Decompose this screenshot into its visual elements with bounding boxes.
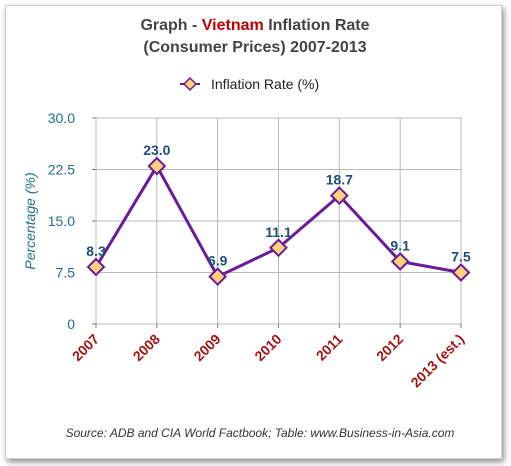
- data-label: 18.7: [326, 172, 353, 188]
- data-point: [86, 257, 106, 277]
- legend: Inflation Rate (%): [180, 76, 319, 92]
- data-label: 8.3: [86, 243, 106, 259]
- chart-title: Graph - Vietnam Inflation Rate: [140, 17, 369, 34]
- data-point: [147, 156, 167, 176]
- data-label: 23.0: [143, 142, 170, 158]
- chart-frame: [5, 5, 502, 459]
- y-axis-label: Percentage (%): [22, 172, 38, 269]
- chart-title-suffix: Inflation Rate: [264, 17, 370, 34]
- data-label: 7.5: [451, 249, 471, 265]
- plot-area: 0 7.5 15.0 22.5 30.0 2007 2008 2009 2010 2011 2012…: [48, 110, 471, 391]
- chart-title-highlight: Vietnam: [202, 17, 264, 34]
- chart-subtitle: (Consumer Prices) 2007-2013: [143, 39, 366, 56]
- data-label: 11.1: [265, 224, 292, 240]
- x-tick-label: 2012: [373, 331, 406, 364]
- chart-title-prefix: Graph -: [140, 17, 201, 34]
- data-label: 9.1: [390, 238, 410, 254]
- x-tick-label: 2010: [251, 331, 284, 364]
- data-point: [269, 238, 288, 258]
- data-label: 6.9: [208, 253, 228, 269]
- x-tick-label: 2013 (est.): [407, 331, 467, 391]
- y-tick-label: 15.0: [48, 213, 75, 229]
- data-point: [329, 186, 349, 206]
- source-note: Source: ADB and CIA World Factbook; Tabl…: [66, 426, 455, 440]
- x-tick-label: 2008: [130, 331, 163, 364]
- data-point: [451, 263, 471, 282]
- legend-marker: [182, 76, 198, 92]
- y-tick-label: 7.5: [56, 265, 76, 281]
- data-point: [208, 267, 228, 287]
- y-tick-label: 0: [67, 316, 75, 332]
- x-tick-label: 2009: [190, 331, 223, 364]
- y-tick-label: 22.5: [48, 162, 75, 178]
- y-tick-label: 30.0: [48, 110, 75, 126]
- x-tick-label: 2007: [69, 331, 102, 364]
- x-tick-label: 2011: [313, 331, 346, 364]
- legend-label: Inflation Rate (%): [211, 76, 319, 92]
- data-point: [390, 252, 410, 271]
